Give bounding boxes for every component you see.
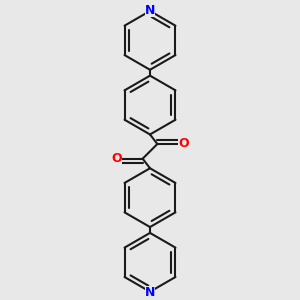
Text: O: O [111,152,122,165]
Text: N: N [145,4,155,17]
Text: N: N [145,286,155,299]
Text: O: O [178,137,189,151]
